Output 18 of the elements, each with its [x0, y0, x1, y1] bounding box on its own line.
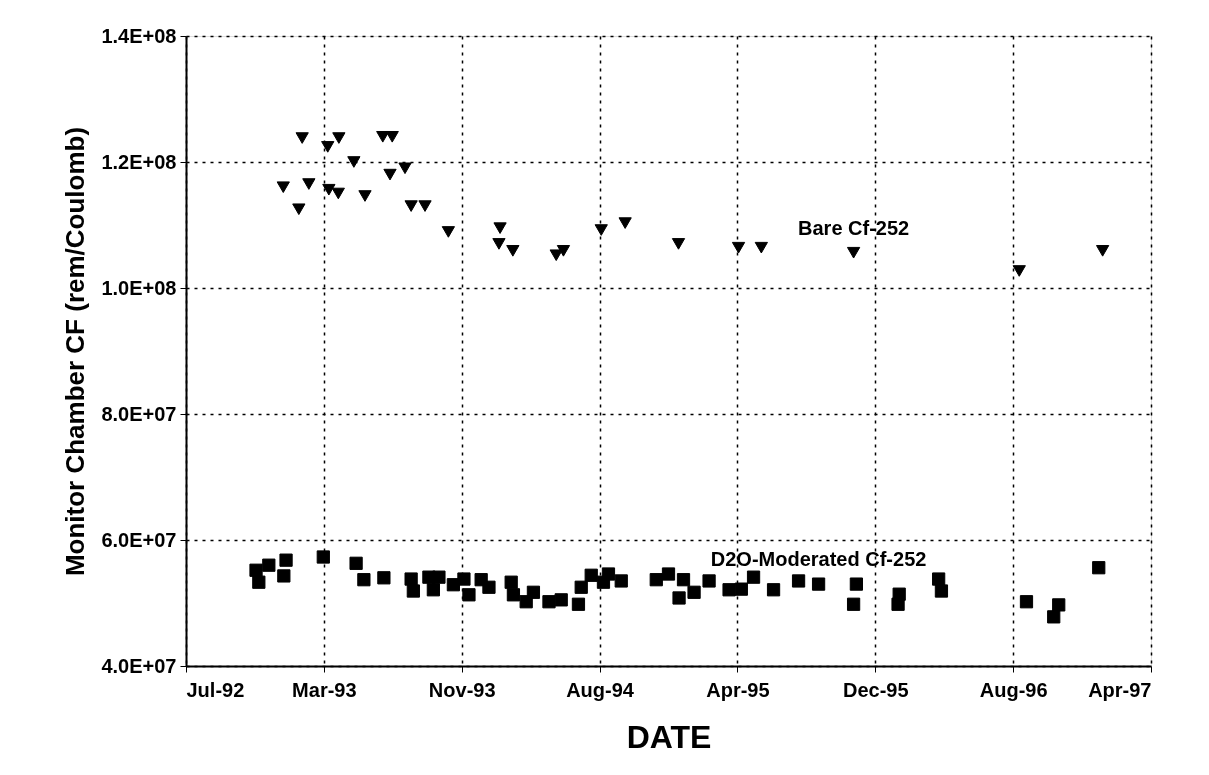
y-tick-label: 1.0E+08: [101, 276, 177, 299]
x-tick-label: Dec-95: [842, 678, 909, 701]
x-tick-label: Nov-93: [428, 678, 496, 701]
x-tick-label: Apr-97: [1088, 678, 1152, 701]
y-tick-label: 4.0E+07: [101, 654, 177, 677]
y-axis-title: Monitor Chamber CF (rem/Coulomb): [60, 126, 91, 577]
y-tick-label: 1.2E+08: [101, 150, 177, 173]
series-label: D2O-Moderated Cf-252: [710, 548, 927, 571]
x-tick-label: Aug-94: [566, 678, 635, 701]
y-tick-label: 6.0E+07: [101, 528, 177, 551]
series-label: Bare Cf-252: [798, 216, 910, 239]
x-tick-label: Mar-93: [292, 678, 357, 701]
x-tick-label: Jul-92: [186, 678, 245, 701]
y-tick-label: 8.0E+07: [101, 402, 177, 425]
x-tick-label: Apr-95: [706, 678, 770, 701]
x-tick-label: Aug-96: [979, 678, 1048, 701]
x-axis-title: DATE: [626, 718, 712, 755]
y-tick-label: 1.4E+08: [101, 24, 177, 47]
